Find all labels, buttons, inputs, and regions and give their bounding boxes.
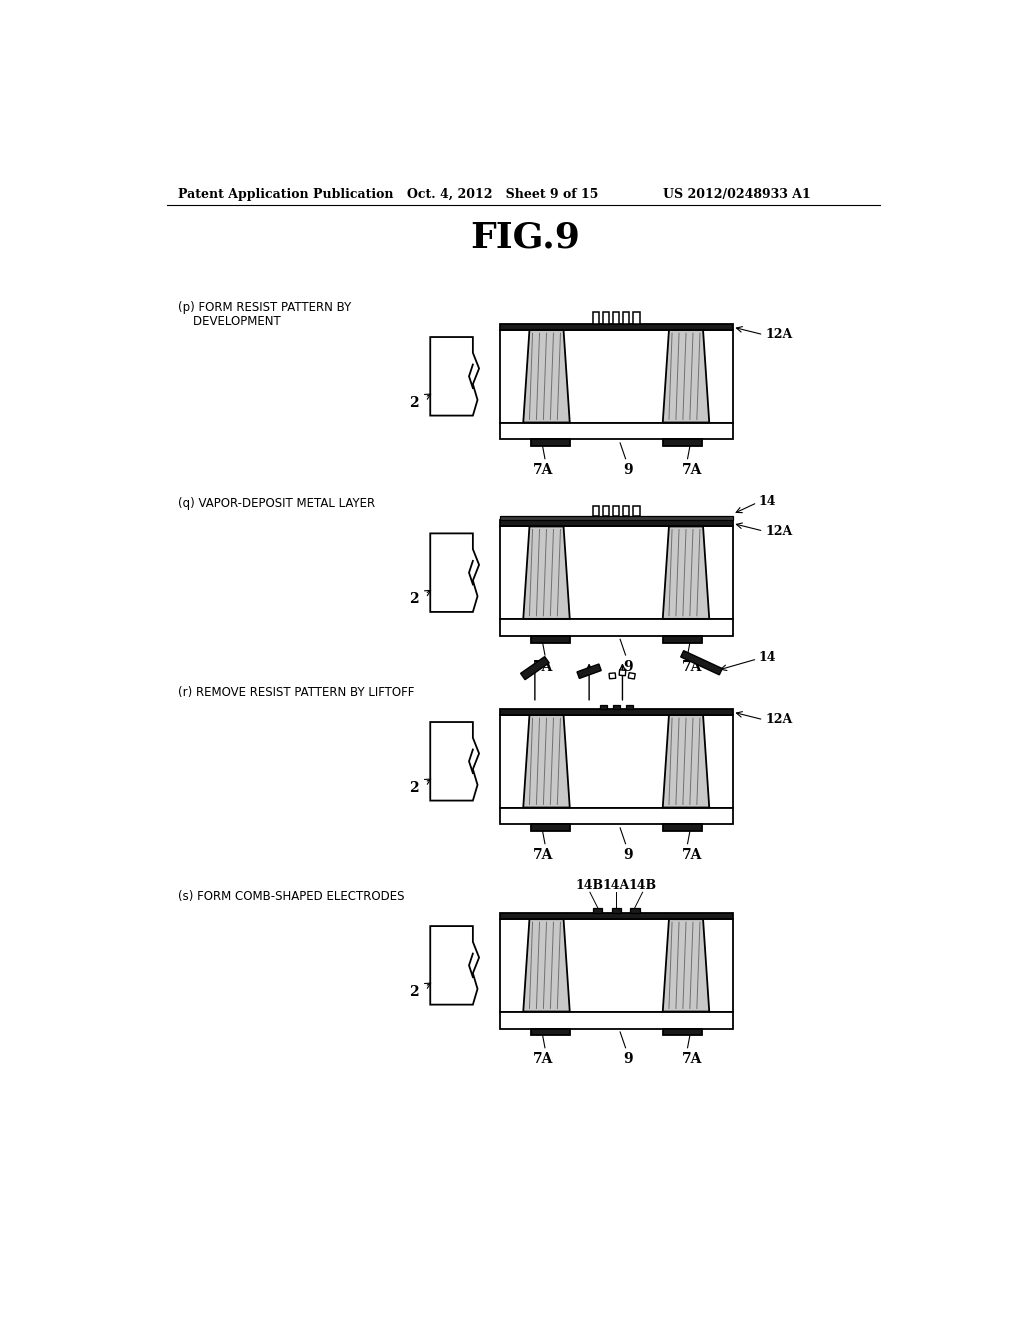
Text: (q) VAPOR-DEPOSIT METAL LAYER: (q) VAPOR-DEPOSIT METAL LAYER xyxy=(178,498,376,511)
Text: 7A: 7A xyxy=(532,660,553,673)
Text: FIG.9: FIG.9 xyxy=(470,220,580,253)
Polygon shape xyxy=(620,669,626,676)
Text: (p) FORM RESIST PATTERN BY: (p) FORM RESIST PATTERN BY xyxy=(178,301,351,314)
Bar xyxy=(500,709,732,715)
Bar xyxy=(500,619,732,636)
Text: 7A: 7A xyxy=(682,849,702,862)
Polygon shape xyxy=(663,715,710,808)
Bar xyxy=(624,312,630,323)
Text: 2: 2 xyxy=(409,593,419,606)
Polygon shape xyxy=(523,715,569,808)
Polygon shape xyxy=(663,330,710,422)
Bar xyxy=(500,1011,732,1028)
Text: 14: 14 xyxy=(759,651,776,664)
Bar xyxy=(626,705,633,709)
Text: US 2012/0248933 A1: US 2012/0248933 A1 xyxy=(663,187,811,201)
Text: DEVELOPMENT: DEVELOPMENT xyxy=(178,314,282,327)
Bar xyxy=(500,516,732,520)
Bar xyxy=(630,908,640,913)
Bar xyxy=(531,440,569,446)
Bar xyxy=(593,506,599,516)
Text: (r) REMOVE RESIST PATTERN BY LIFTOFF: (r) REMOVE RESIST PATTERN BY LIFTOFF xyxy=(178,686,415,698)
Text: 7A: 7A xyxy=(532,463,553,478)
Polygon shape xyxy=(681,651,722,675)
Text: 9: 9 xyxy=(623,1052,633,1067)
Polygon shape xyxy=(523,919,569,1011)
Bar xyxy=(613,312,620,323)
Polygon shape xyxy=(430,533,479,612)
Polygon shape xyxy=(430,722,479,800)
Bar xyxy=(500,808,732,825)
Bar xyxy=(500,715,732,808)
Bar xyxy=(500,323,732,330)
Polygon shape xyxy=(523,330,569,422)
Polygon shape xyxy=(523,527,569,619)
Bar xyxy=(612,705,620,709)
Bar xyxy=(531,1028,569,1035)
Bar xyxy=(633,506,640,516)
Text: 7A: 7A xyxy=(532,849,553,862)
Bar xyxy=(663,825,701,832)
Text: Patent Application Publication: Patent Application Publication xyxy=(178,187,394,201)
Text: 14B: 14B xyxy=(575,879,604,892)
Bar xyxy=(633,312,640,323)
Text: 9: 9 xyxy=(623,660,633,673)
Bar xyxy=(663,1028,701,1035)
Polygon shape xyxy=(609,673,615,678)
Bar xyxy=(624,506,630,516)
Bar xyxy=(500,527,732,619)
Polygon shape xyxy=(430,337,479,416)
Text: 14A: 14A xyxy=(603,879,630,892)
Bar xyxy=(500,913,732,919)
Text: 2: 2 xyxy=(409,985,419,999)
Bar xyxy=(593,908,602,913)
Bar xyxy=(593,312,599,323)
Bar xyxy=(500,919,732,1011)
Polygon shape xyxy=(663,919,710,1011)
Bar xyxy=(500,330,732,422)
Text: 7A: 7A xyxy=(682,660,702,673)
Text: 9: 9 xyxy=(623,463,633,478)
Bar xyxy=(603,312,609,323)
Bar xyxy=(600,705,606,709)
Bar xyxy=(613,506,620,516)
Polygon shape xyxy=(520,656,549,680)
Text: (s) FORM COMB-SHAPED ELECTRODES: (s) FORM COMB-SHAPED ELECTRODES xyxy=(178,890,404,903)
Text: 2: 2 xyxy=(409,396,419,411)
Text: 9: 9 xyxy=(623,849,633,862)
Polygon shape xyxy=(577,664,601,678)
Polygon shape xyxy=(663,527,710,619)
Text: 7A: 7A xyxy=(682,1052,702,1067)
Text: 14B: 14B xyxy=(629,879,656,892)
Text: Oct. 4, 2012   Sheet 9 of 15: Oct. 4, 2012 Sheet 9 of 15 xyxy=(407,187,598,201)
Bar xyxy=(663,636,701,643)
Text: 7A: 7A xyxy=(532,1052,553,1067)
Text: 12A: 12A xyxy=(765,329,793,342)
Bar xyxy=(663,440,701,446)
Bar xyxy=(531,825,569,832)
Text: 7A: 7A xyxy=(682,463,702,478)
Text: 12A: 12A xyxy=(765,524,793,537)
Bar xyxy=(603,506,609,516)
Bar xyxy=(500,520,732,527)
Text: 2: 2 xyxy=(409,781,419,795)
Polygon shape xyxy=(430,927,479,1005)
Text: 12A: 12A xyxy=(765,713,793,726)
Bar xyxy=(611,908,621,913)
Polygon shape xyxy=(629,673,635,678)
Text: 14: 14 xyxy=(759,495,776,508)
Bar xyxy=(531,636,569,643)
Bar xyxy=(500,422,732,440)
